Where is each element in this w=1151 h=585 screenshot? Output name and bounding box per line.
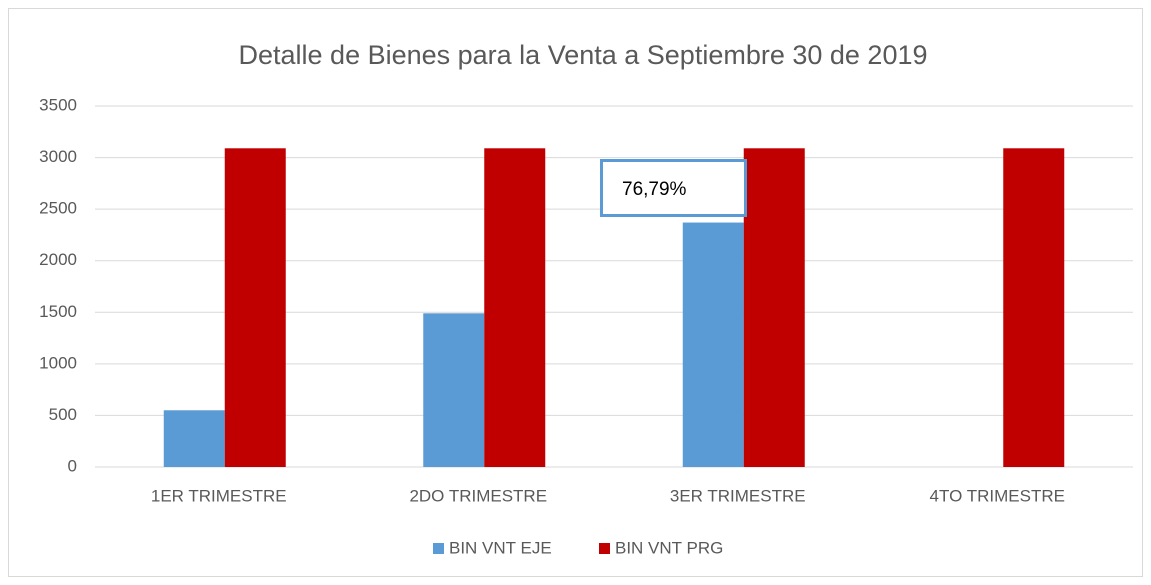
bar bbox=[423, 313, 485, 467]
y-tick-label: 0 bbox=[68, 456, 77, 475]
legend-label: BIN VNT EJE bbox=[449, 538, 552, 557]
annotation-box bbox=[600, 159, 747, 217]
bar bbox=[1003, 148, 1065, 467]
y-tick-label: 2500 bbox=[39, 199, 77, 218]
bar bbox=[682, 222, 744, 467]
y-tick-label: 3000 bbox=[39, 147, 77, 166]
y-tick-label: 1000 bbox=[39, 353, 77, 372]
x-tick-label: 3ER TRIMESTRE bbox=[670, 486, 806, 505]
legend-swatch bbox=[599, 543, 610, 554]
bar bbox=[163, 410, 225, 467]
annotation: 76,79% bbox=[622, 179, 687, 200]
x-tick-label: 1ER TRIMESTRE bbox=[151, 486, 287, 505]
bar bbox=[484, 148, 546, 467]
bar bbox=[224, 148, 286, 467]
x-tick-label: 2DO TRIMESTRE bbox=[409, 486, 547, 505]
y-tick-label: 500 bbox=[49, 405, 77, 424]
y-tick-label: 3500 bbox=[39, 95, 77, 114]
x-tick-label: 4TO TRIMESTRE bbox=[930, 486, 1065, 505]
bar bbox=[743, 148, 805, 467]
y-tick-label: 2000 bbox=[39, 250, 77, 269]
legend-swatch bbox=[433, 543, 444, 554]
legend-label: BIN VNT PRG bbox=[615, 538, 723, 557]
chart-title: Detalle de Bienes para la Venta a Septie… bbox=[239, 40, 928, 70]
chart-border bbox=[8, 8, 1143, 577]
y-tick-label: 1500 bbox=[39, 302, 77, 321]
